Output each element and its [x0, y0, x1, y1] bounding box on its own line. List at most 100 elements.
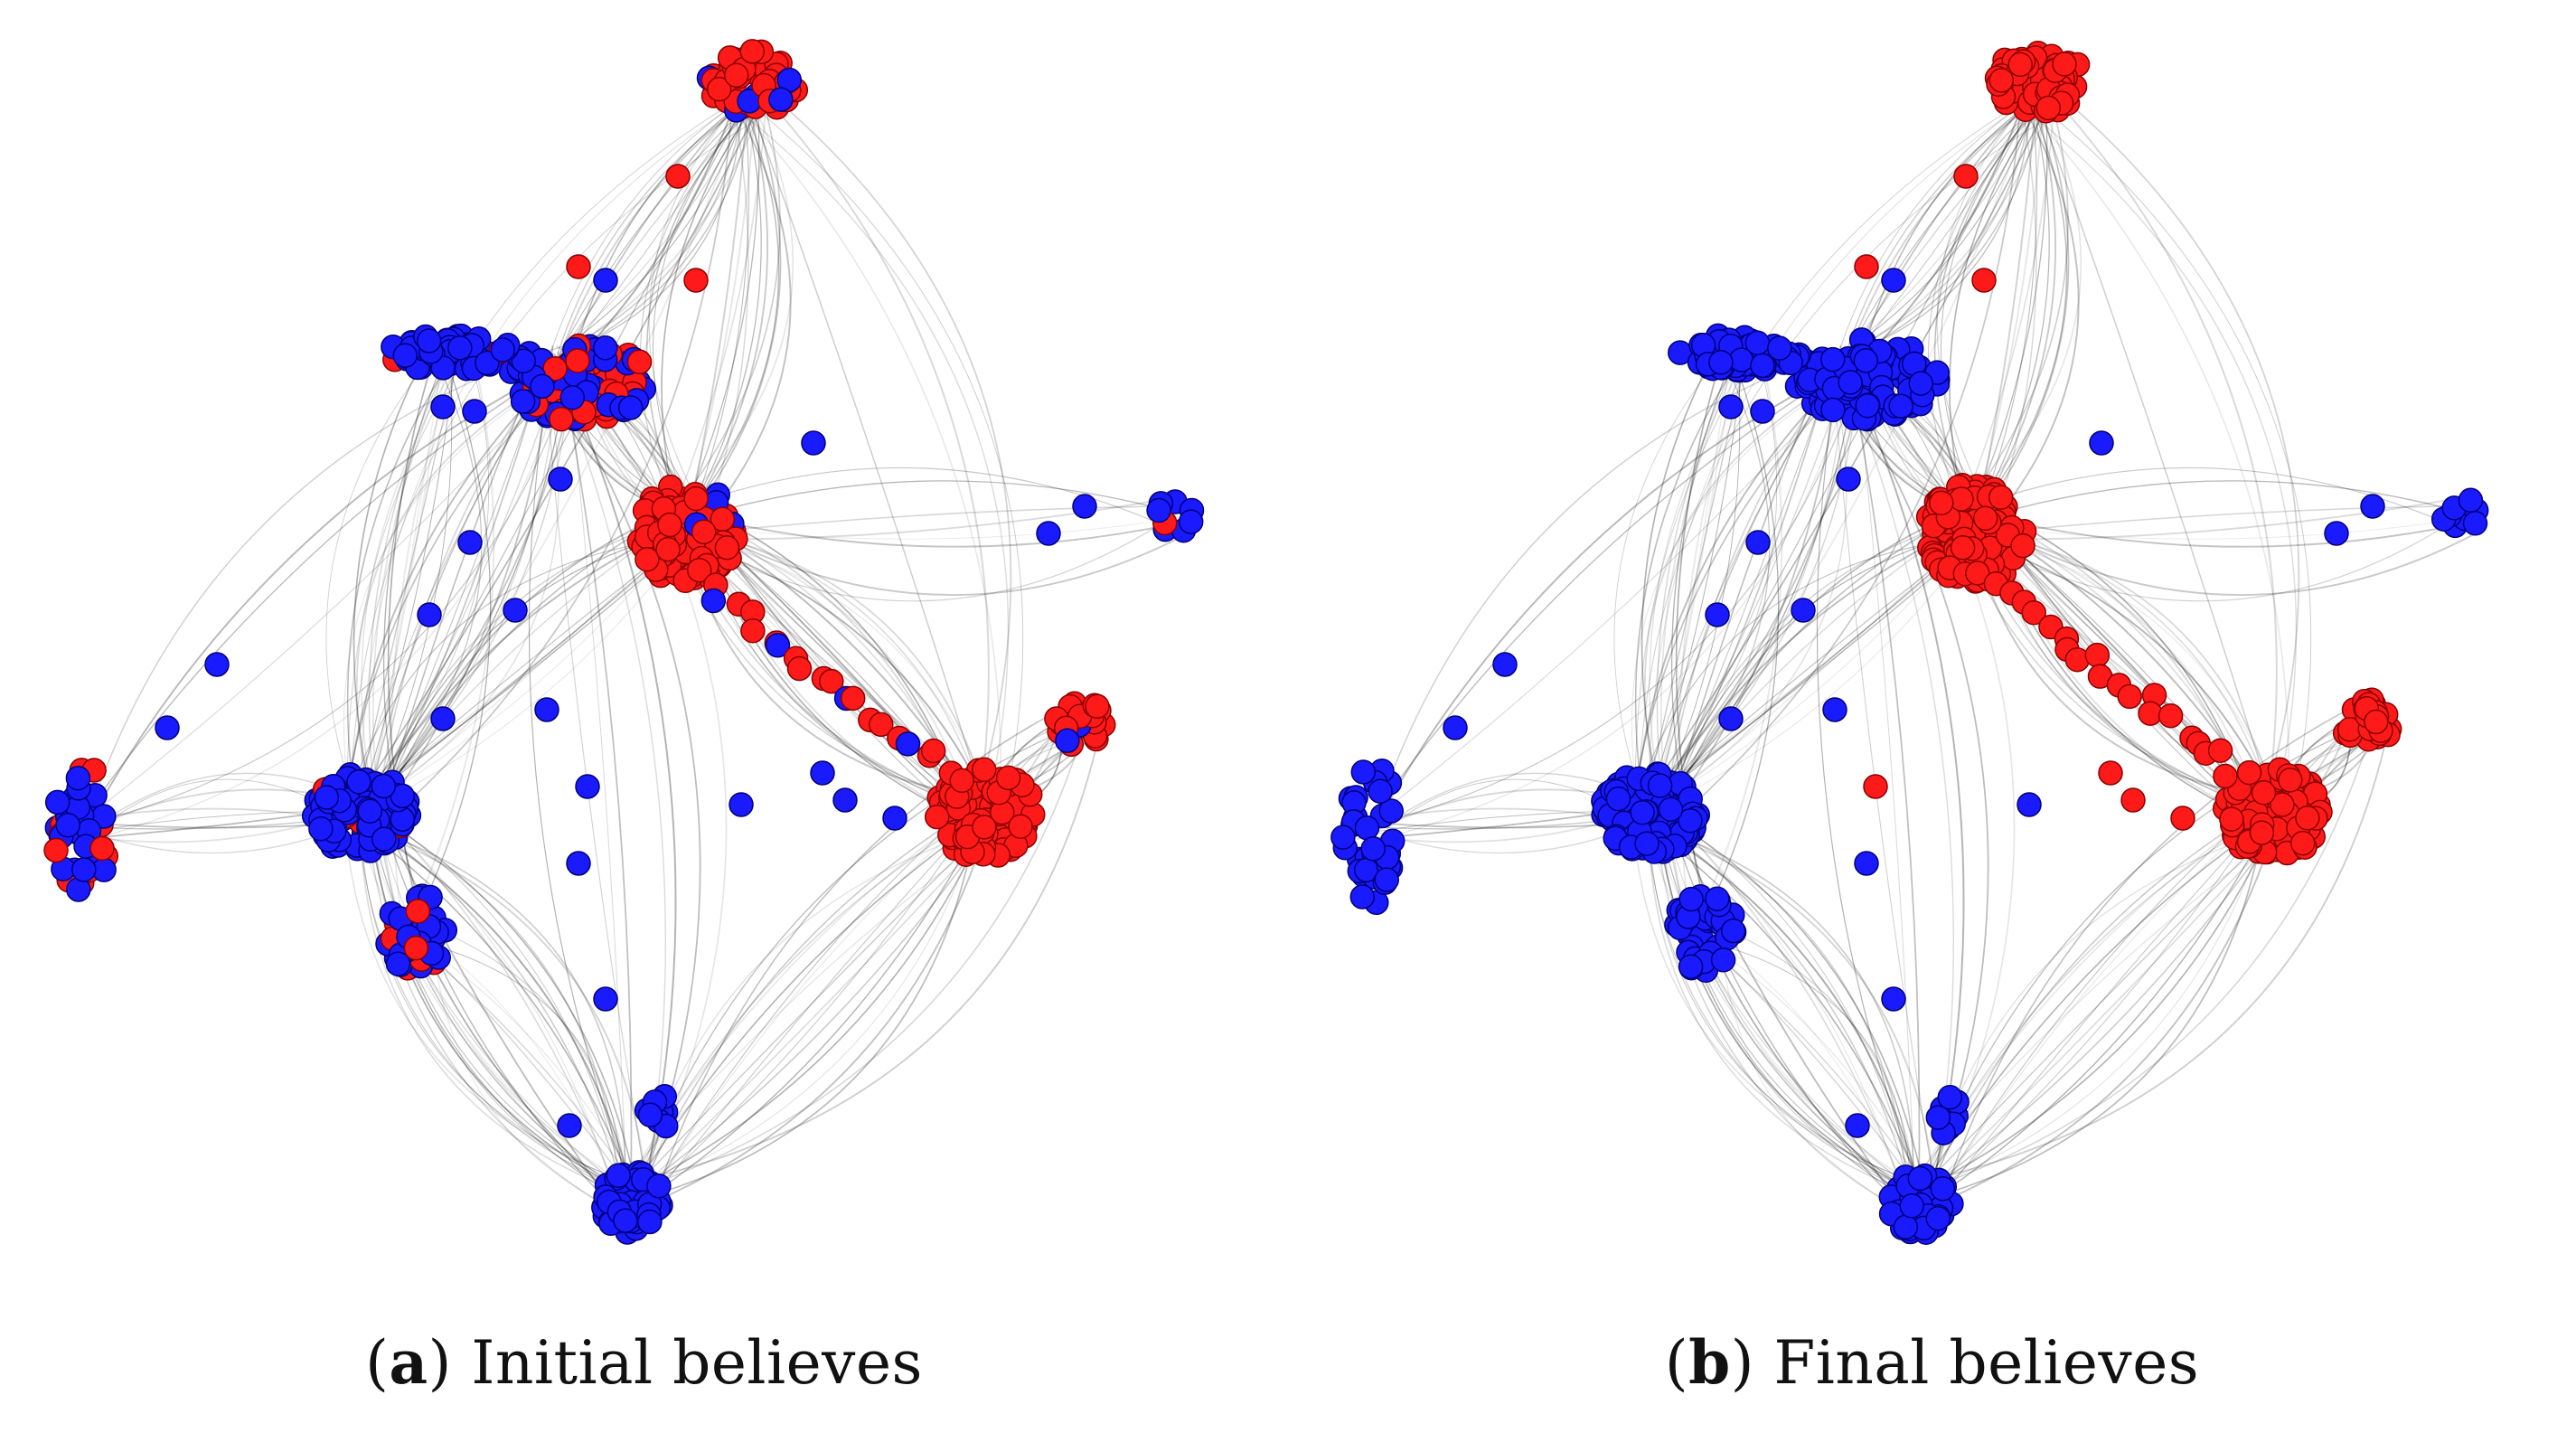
- node-blue: [1907, 1165, 1933, 1192]
- node-red: [2120, 787, 2146, 813]
- node-blue: [55, 812, 80, 838]
- network-edge: [745, 93, 991, 820]
- node-red: [924, 804, 950, 830]
- node-blue: [392, 343, 418, 368]
- node-red: [972, 757, 997, 783]
- network-edge: [87, 368, 554, 825]
- node-blue: [557, 1113, 582, 1138]
- network-edge: [373, 800, 620, 1216]
- node-blue: [346, 769, 371, 795]
- network-edge: [1640, 106, 2048, 807]
- network-edge: [2045, 89, 2278, 825]
- network-edge: [1632, 825, 1938, 1191]
- network-edge: [552, 353, 677, 1211]
- network-edge: [1706, 368, 1780, 916]
- network-edge: [1660, 369, 1771, 798]
- network-edge: [1656, 827, 1914, 1189]
- network-edge: [683, 467, 1179, 533]
- network-edge: [1991, 100, 2080, 523]
- node-blue: [1855, 392, 1880, 419]
- network-edge: [1631, 359, 1867, 816]
- network-edge: [685, 526, 987, 812]
- network-edge: [639, 827, 979, 1189]
- network-edge: [363, 358, 559, 817]
- network-edge: [1664, 378, 1847, 797]
- node-red: [2052, 52, 2077, 77]
- network-edge: [1662, 363, 1836, 812]
- network-edge: [639, 96, 757, 528]
- network-edge: [573, 99, 738, 363]
- node-red: [1085, 693, 1110, 720]
- node-blue: [510, 389, 536, 414]
- node-red: [2295, 806, 2320, 831]
- node-red: [949, 768, 974, 794]
- node-red: [2021, 599, 2046, 626]
- node-red: [89, 835, 115, 862]
- node-blue: [1845, 1113, 1870, 1138]
- node-red: [972, 815, 997, 840]
- network-edge: [357, 820, 637, 1196]
- network-edge: [397, 337, 495, 947]
- network-edge: [1613, 337, 1737, 829]
- network-edge: [374, 363, 548, 812]
- network-edge: [1856, 113, 2032, 349]
- network-edge: [565, 115, 746, 346]
- network-edge: [1699, 936, 1925, 1198]
- panel-b: (b) Final believes: [1288, 0, 2576, 1442]
- network-edge: [1375, 368, 1842, 825]
- node-blue: [1492, 652, 1518, 677]
- network-edge: [1965, 116, 2082, 508]
- node-blue: [1705, 602, 1730, 627]
- network-edge: [1978, 116, 2035, 508]
- node-blue: [613, 1208, 638, 1233]
- network-edge: [1650, 94, 2038, 819]
- network-edge: [346, 351, 457, 815]
- node-blue: [1750, 353, 1775, 379]
- network-edge: [1933, 105, 2041, 519]
- network-edge: [2022, 90, 2312, 823]
- network-edge: [1354, 363, 1865, 831]
- network-edge: [1903, 740, 2387, 1187]
- network-edge: [1932, 817, 2262, 1199]
- network-edge: [1631, 370, 1860, 806]
- network-edge: [1988, 533, 2261, 806]
- node-blue: [1605, 786, 1631, 812]
- node-red: [2364, 709, 2389, 735]
- node-blue: [204, 652, 230, 677]
- network-edge: [645, 105, 753, 519]
- network-edge: [1365, 345, 1852, 848]
- network-edge: [641, 817, 978, 1200]
- node-red: [686, 557, 712, 583]
- network-edge: [765, 90, 1012, 824]
- caption-b-letter: b: [1688, 1327, 1731, 1398]
- network-edge: [376, 378, 559, 797]
- network-edge: [1641, 337, 1724, 829]
- network-edge: [1634, 351, 1745, 815]
- caption-a: (a) Initial believes: [0, 1327, 1288, 1398]
- node-red: [1950, 534, 1976, 561]
- network-edge: [1648, 831, 1922, 1185]
- network-edge: [378, 376, 544, 799]
- network-edge: [565, 354, 628, 1210]
- node-blue: [511, 348, 536, 373]
- network-edge: [363, 348, 453, 818]
- network-edge: [65, 358, 577, 835]
- node-blue: [1728, 347, 1754, 372]
- network-edge: [1648, 94, 2040, 819]
- node-blue: [1881, 986, 1906, 1012]
- network-edge: [695, 505, 1167, 534]
- network-edge: [745, 116, 1010, 797]
- network-edge: [1666, 533, 1959, 805]
- node-red: [403, 935, 429, 961]
- node-blue: [1767, 335, 1792, 361]
- caption-b: (b) Final believes: [1288, 1327, 2576, 1398]
- network-edge: [632, 825, 986, 1192]
- network-edge: [359, 818, 635, 1199]
- node-blue: [566, 851, 591, 876]
- network-edge: [671, 108, 781, 515]
- node-red: [565, 348, 590, 373]
- node-blue: [1036, 521, 1061, 546]
- node-blue: [1750, 399, 1775, 424]
- node-blue: [593, 268, 618, 293]
- network-edge: [528, 353, 641, 1211]
